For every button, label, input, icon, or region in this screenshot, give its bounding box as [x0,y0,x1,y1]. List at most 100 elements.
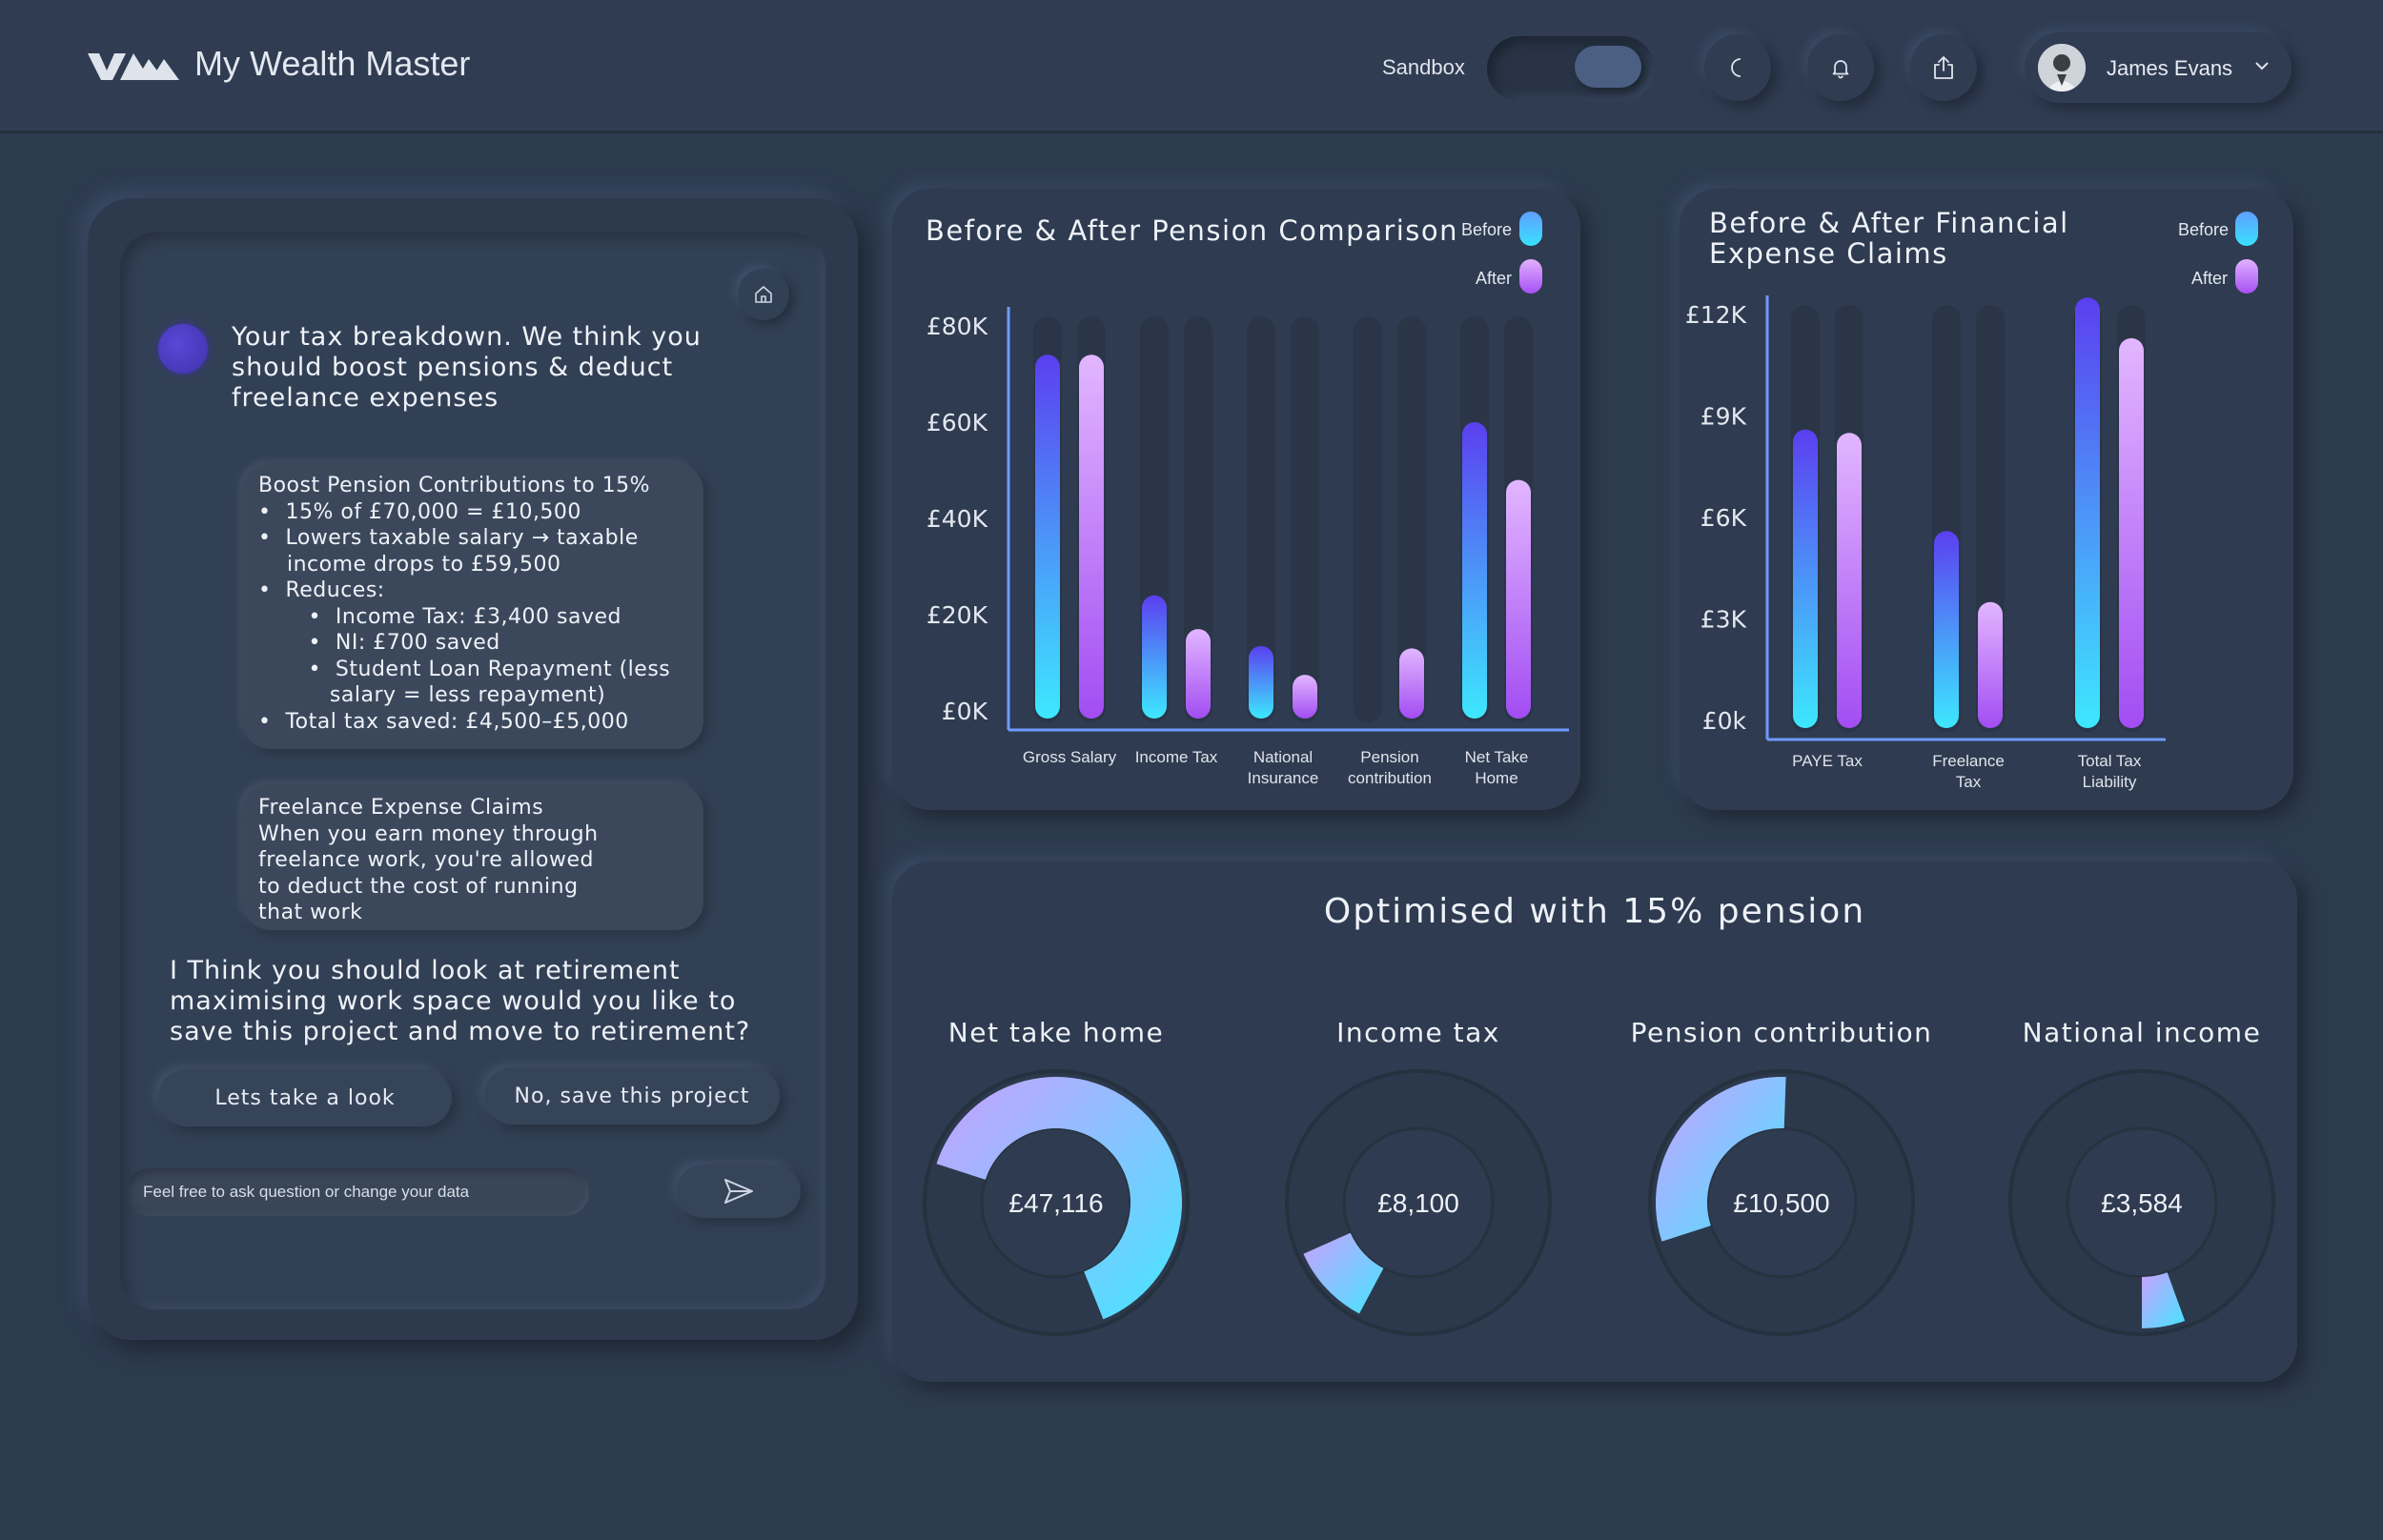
legend-after-label: After [1476,269,1513,288]
moon-icon [1731,58,1741,77]
freelance-advice-line: to deduct the cost of running [258,874,579,899]
x-category-label: Net Take [1465,748,1529,766]
pension-advice-line: • Income Tax: £3,400 saved [258,604,621,629]
pension-advice-line: • Total tax saved: £4,500–£5,000 [258,709,629,734]
app-logo-icon [88,53,179,80]
legend-after-swatch [2235,259,2258,294]
x-category-label: Liability [2083,773,2137,791]
y-tick-label: £40K [927,505,988,533]
share-icon [1934,56,1953,79]
app-title: My Wealth Master [194,44,471,83]
bar-track [1397,316,1426,722]
pension-advice-line: • Reduces: [258,578,385,602]
x-category-label: National [1253,748,1313,766]
assistant-intro-message: Your tax breakdown. We think you should … [232,322,702,413]
bar-before [1142,595,1167,719]
freelance-advice-line: that work [258,901,363,924]
bar-track [1247,316,1275,722]
top-bar [0,0,2383,133]
avatar[interactable] [2038,44,2086,91]
bar-before [1462,422,1487,719]
pension-advice-line: • 15% of £70,000 = £10,500 [258,499,581,524]
legend-after-swatch [1519,259,1542,294]
bar-after [1978,601,2003,728]
sandbox-toggle-knob[interactable] [1575,46,1641,88]
donut-arc [936,1077,1182,1320]
x-category-label: Total Tax [2078,752,2142,770]
notifications-button[interactable] [1807,34,1874,101]
x-category-label: Pension [1360,748,1418,766]
y-tick-label: £0K [942,698,988,725]
chevron-down-icon[interactable] [2253,59,2271,72]
send-button[interactable] [677,1165,801,1218]
donut-arc [2142,1272,2186,1328]
pension-advice-line: Boost Pension Contributions to 15% [258,474,651,497]
share-button[interactable] [1910,34,1977,101]
bar-before [1793,429,1818,728]
donut-title: National income [2022,1017,2262,1048]
summary-title: Optimised with 15% pension [1323,892,1866,931]
bar-before [2075,297,2100,728]
bell-icon [1832,60,1849,79]
bar-before [1035,355,1060,719]
bar-after [1079,355,1104,719]
donut-value: £3,584 [2101,1188,2183,1218]
donut-arc [1656,1077,1786,1242]
legend-before-label: Before [2178,220,2230,239]
user-name[interactable]: James Evans [2107,56,2233,80]
x-category-label: Gross Salary [1023,748,1117,766]
legend-before-label: Before [1461,220,1513,239]
donut-value: £47,116 [1008,1188,1104,1218]
y-tick-label: £0k [1702,707,1747,735]
y-tick-label: £60K [927,409,988,436]
freelance-advice-line: Freelance Expense Claims [258,796,544,820]
pension-bar-chart: £0K £20K £40K £60K £80K Gross Salary Income Ta… [927,307,1569,787]
chat-input-placeholder[interactable]: Feel free to ask question or change your… [143,1183,470,1201]
bar-after [2119,337,2144,728]
pension-advice-line: • Student Loan Repayment (less [258,657,671,681]
donut-arc [1303,1232,1384,1314]
x-category-label: contribution [1348,769,1432,787]
donut-title: Net take home [947,1017,1165,1048]
pension-chart-title: Before & After Pension Comparison [926,214,1459,247]
pension-advice-line: salary = less repayment) [258,683,606,707]
bar-before [1934,531,1959,728]
y-tick-label: £80K [927,313,988,340]
x-category-label: Income Tax [1135,748,1218,766]
save-project-button[interactable]: No, save this project [484,1067,780,1125]
summary-donuts [923,1069,2275,1336]
bar-after [1506,479,1531,719]
x-category-label: Tax [1956,773,1982,791]
sandbox-label: Sandbox [1382,55,1465,79]
legend-before-swatch [2235,212,2258,246]
assistant-question-message: I Think you should look at retirement ma… [170,956,751,1046]
bar-before [1249,645,1273,719]
home-button[interactable] [738,269,789,320]
take-a-look-button[interactable]: Lets take a look [158,1069,452,1126]
expense-bar-chart: £0k £3K £6K £9K £12K PAYE Tax Freelance Tax Tota… [1685,295,2166,791]
chat-input[interactable] [126,1168,589,1216]
freelance-advice-bubble [242,783,703,930]
donut-title: Pension contribution [1630,1017,1933,1048]
freelance-advice-line: freelance work, you're allowed [258,848,594,872]
donut-title: Income tax [1336,1017,1500,1048]
legend-before-swatch [1519,212,1542,246]
bar-track [1291,316,1319,722]
bar-after [1293,675,1317,719]
x-category-label: Insurance [1248,769,1319,787]
x-category-label: PAYE Tax [1792,752,1863,770]
pension-advice-text: Boost Pension Contributions to 15% • 15% … [258,473,670,735]
y-tick-label: £6K [1701,504,1747,532]
assistant-avatar-icon [158,324,208,374]
donut-value: £10,500 [1733,1188,1830,1218]
x-category-label: Freelance [1932,752,2005,770]
pension-advice-bubble [242,463,703,749]
bar-after [1837,433,1862,728]
x-category-label: Home [1475,769,1517,787]
dark-mode-button[interactable] [1704,34,1771,101]
pension-advice-line: • NI: £700 saved [258,631,500,655]
freelance-advice-line: When you earn money through [258,821,599,846]
y-tick-label: £20K [927,601,988,629]
send-icon [724,1179,753,1204]
home-icon [755,286,772,303]
